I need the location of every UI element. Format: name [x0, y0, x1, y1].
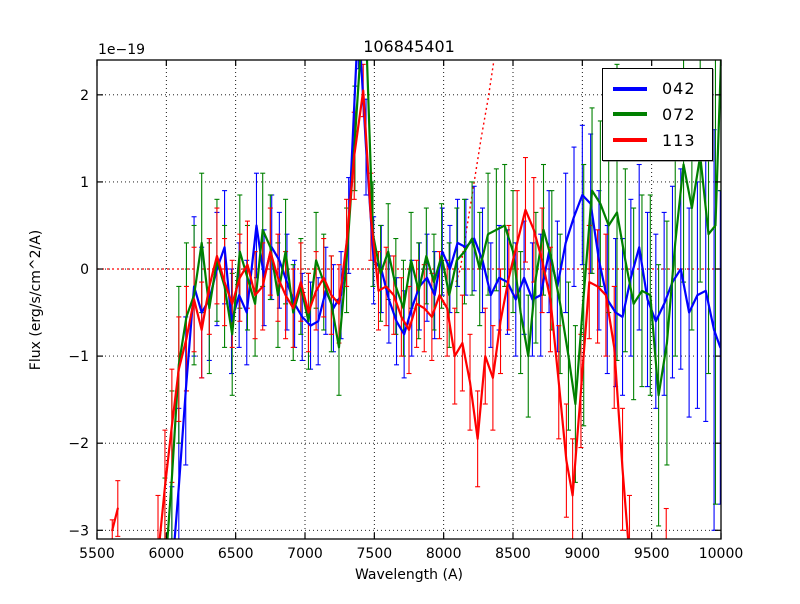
y-tick-label: 2 — [80, 88, 89, 104]
legend: 042 072 113 — [602, 68, 713, 161]
legend-line-swatch-042 — [613, 86, 647, 91]
y-tick-label: 1 — [80, 175, 89, 191]
spectrum-line-113 — [158, 89, 630, 539]
y-axis-offset-label: 1e−19 — [98, 42, 145, 58]
tick-labels: 5500 6000 6500 7000 7500 8000 8500 9000 9500 1000… — [68, 88, 743, 562]
legend-label: 042 — [662, 79, 696, 99]
x-tick-label: 8500 — [495, 546, 531, 562]
x-tick-label: 9000 — [565, 546, 601, 562]
x-tick-label: 8000 — [426, 546, 462, 562]
legend-line-swatch-113 — [613, 138, 647, 143]
x-tick-label: 6500 — [218, 546, 254, 562]
axes-frame — [96, 59, 722, 540]
y-tick-label: 0 — [80, 262, 89, 278]
x-tick-label: 7000 — [287, 546, 323, 562]
x-tick-label: 6000 — [149, 546, 185, 562]
y-tick-label: −1 — [68, 349, 89, 365]
y-tick-label: −3 — [68, 523, 89, 539]
y-tick-label: −2 — [68, 436, 89, 452]
spectrum-line-072 — [166, 60, 721, 539]
x-tick-label: 5500 — [79, 546, 115, 562]
x-tick-label: 10000 — [699, 546, 744, 562]
legend-item: 113 — [613, 131, 702, 150]
legend-line-swatch-072 — [613, 112, 647, 117]
x-tick-label: 7500 — [357, 546, 393, 562]
spectra-lines — [111, 60, 721, 539]
legend-item: 072 — [613, 105, 702, 124]
y-axis-label: Flux (erg/s/cm^2/A) — [28, 230, 44, 370]
legend-item: 042 — [613, 79, 702, 98]
x-axis-label: Wavelength (A) — [355, 567, 463, 583]
x-tick-label: 9500 — [634, 546, 670, 562]
legend-label: 113 — [662, 130, 696, 150]
legend-label: 072 — [662, 104, 696, 124]
chart-title: 106845401 — [363, 37, 455, 56]
tick-marks — [96, 60, 722, 539]
spectrum-line-113 — [111, 507, 119, 532]
